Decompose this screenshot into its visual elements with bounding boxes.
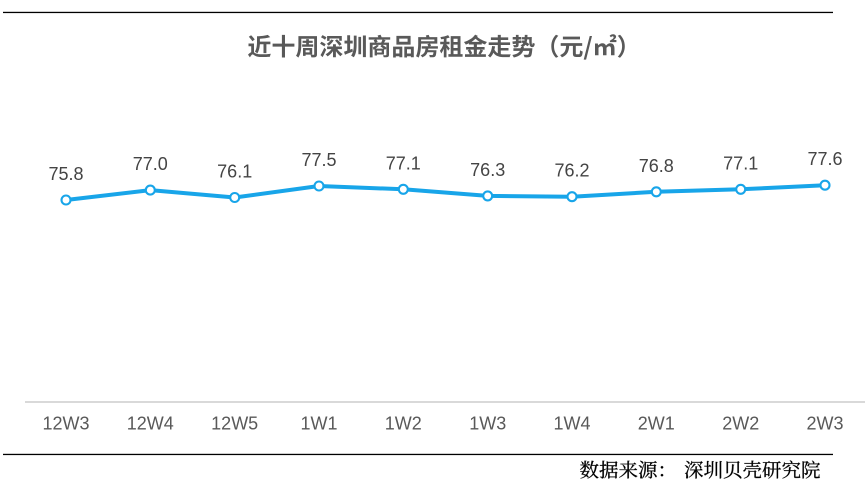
svg-text:77.6: 77.6	[807, 149, 842, 169]
svg-text:2W3: 2W3	[806, 414, 843, 434]
svg-text:75.8: 75.8	[48, 164, 83, 184]
svg-text:77.5: 77.5	[301, 150, 336, 170]
svg-text:77.0: 77.0	[133, 154, 168, 174]
svg-text:12W3: 12W3	[42, 414, 89, 434]
svg-text:76.1: 76.1	[217, 162, 252, 182]
svg-text:76.2: 76.2	[554, 161, 589, 181]
svg-text:2W1: 2W1	[638, 414, 675, 434]
svg-text:2W2: 2W2	[722, 414, 759, 434]
svg-text:76.8: 76.8	[639, 156, 674, 176]
svg-text:76.3: 76.3	[470, 160, 505, 180]
svg-text:1W2: 1W2	[385, 414, 422, 434]
svg-text:12W5: 12W5	[211, 414, 258, 434]
svg-text:12W4: 12W4	[127, 414, 174, 434]
svg-text:77.1: 77.1	[386, 153, 421, 173]
svg-text:1W4: 1W4	[553, 414, 590, 434]
svg-text:1W3: 1W3	[469, 414, 506, 434]
svg-text:1W1: 1W1	[300, 414, 337, 434]
svg-text:77.1: 77.1	[723, 153, 758, 173]
